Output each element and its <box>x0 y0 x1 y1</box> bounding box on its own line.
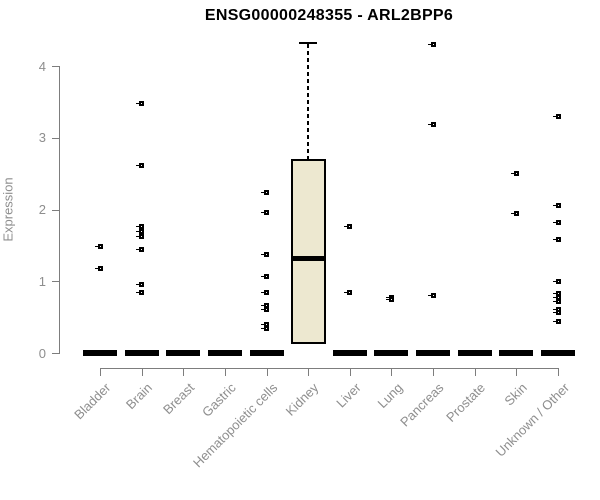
x-axis-tick <box>558 369 560 376</box>
x-axis-tick <box>100 369 101 376</box>
upper-whisker <box>307 44 310 159</box>
outlier-point <box>261 289 270 295</box>
y-axis-tick <box>52 353 59 354</box>
x-tick-label: Bladder <box>71 380 114 423</box>
outlier-point <box>136 282 145 288</box>
x-tick-label: Brain <box>123 380 156 413</box>
collapsed-box-median <box>249 350 284 356</box>
x-axis-tick <box>224 369 226 376</box>
x-tick-label: Gastric <box>198 380 239 420</box>
collapsed-box-median <box>457 350 492 356</box>
outlier-point <box>136 247 145 253</box>
y-axis-tick <box>52 281 59 283</box>
x-axis-line <box>100 368 560 369</box>
outlier-point <box>552 318 561 324</box>
y-axis-tick <box>52 137 59 139</box>
x-tick-label: Liver <box>332 380 364 411</box>
collapsed-box-median <box>416 350 451 356</box>
outlier-point <box>510 210 519 216</box>
outlier-point <box>510 171 519 177</box>
x-axis-tick <box>266 369 268 376</box>
collapsed-box-median <box>83 350 117 356</box>
x-axis-tick <box>308 369 310 376</box>
x-axis-tick <box>516 369 518 376</box>
x-tick-label: Breast <box>159 380 197 418</box>
y-tick-label: 2 <box>38 202 46 217</box>
collapsed-box-median <box>374 350 409 356</box>
outlier-point <box>385 296 394 302</box>
y-axis-tick <box>52 66 59 67</box>
outlier-point <box>552 290 561 296</box>
outlier-point <box>136 223 145 229</box>
collapsed-box-median <box>166 350 201 356</box>
collapsed-box-median <box>499 350 534 356</box>
box <box>290 158 326 345</box>
x-axis-tick <box>391 369 393 376</box>
outlier-point <box>427 293 436 299</box>
outlier-point <box>427 121 436 127</box>
x-axis-tick <box>349 369 351 376</box>
x-axis-tick <box>474 369 476 376</box>
x-tick-label: Skin <box>501 380 531 409</box>
x-axis-tick <box>433 369 435 376</box>
y-axis-line <box>59 66 60 354</box>
x-axis-tick <box>183 369 185 376</box>
outlier-point <box>261 326 270 332</box>
outlier-point <box>261 209 270 215</box>
outlier-point <box>552 203 561 209</box>
y-tick-label: 0 <box>38 345 46 361</box>
collapsed-box-median <box>124 350 159 356</box>
outlier-point <box>552 298 561 304</box>
x-tick-label: Pancreas <box>397 380 447 430</box>
collapsed-box-median <box>541 350 576 356</box>
outlier-point <box>552 237 561 243</box>
x-tick-label: Lung <box>374 380 406 412</box>
collapsed-box-median <box>207 350 242 356</box>
outlier-point <box>94 244 103 250</box>
outlier-point <box>552 219 561 225</box>
outlier-point <box>552 114 561 120</box>
outlier-point <box>552 294 561 300</box>
outlier-point <box>136 100 145 106</box>
x-tick-label: Kidney <box>283 380 322 419</box>
y-tick-label: 1 <box>38 273 46 289</box>
outlier-point <box>552 279 561 285</box>
outlier-point <box>427 41 436 47</box>
outlier-point <box>261 321 270 327</box>
outlier-point <box>261 306 270 312</box>
outlier-point <box>552 309 561 315</box>
y-axis-tick <box>52 209 59 211</box>
collapsed-box-median <box>332 350 367 356</box>
outlier-point <box>136 234 145 240</box>
outlier-point <box>344 224 353 230</box>
y-tick-label: 4 <box>38 58 46 74</box>
outlier-point <box>261 189 270 195</box>
chart-title: ENSG00000248355 - ARL2BPP6 <box>204 7 454 24</box>
x-tick-label: Prostate <box>443 380 489 425</box>
outlier-point <box>261 274 270 280</box>
median-line <box>290 255 326 261</box>
upper-whisker-cap <box>299 42 318 45</box>
y-tick-label: 3 <box>38 130 46 146</box>
outlier-point <box>136 163 145 169</box>
outlier-point <box>136 290 145 296</box>
x-tick-label: Unknown / Other <box>492 380 572 460</box>
outlier-point <box>261 252 270 258</box>
outlier-point <box>344 289 353 295</box>
outlier-point <box>94 265 103 271</box>
outlier-point <box>261 303 270 309</box>
outlier-point <box>136 228 145 234</box>
x-axis-tick <box>141 369 143 376</box>
